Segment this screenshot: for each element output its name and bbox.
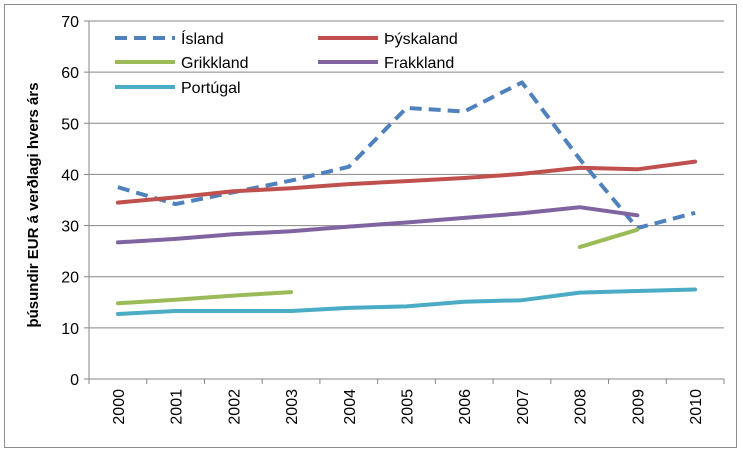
x-tick-label: 2005 xyxy=(400,389,417,425)
data-point xyxy=(231,309,235,313)
data-point xyxy=(289,186,293,190)
data-point xyxy=(289,309,293,313)
data-point xyxy=(231,232,235,236)
x-tick-label: 2010 xyxy=(688,389,705,425)
data-point xyxy=(578,157,582,161)
data-point xyxy=(116,312,120,316)
series-lines xyxy=(115,80,698,316)
data-point xyxy=(231,294,235,298)
legend-label: Ísland xyxy=(181,29,224,48)
x-tick-label: 2000 xyxy=(111,389,128,425)
y-tick-labels: 0 10 20 30 40 50 60 70 xyxy=(61,14,89,389)
series-line-2 xyxy=(577,227,640,250)
data-point xyxy=(405,179,409,183)
data-point xyxy=(635,289,639,293)
data-point xyxy=(462,216,466,220)
data-point xyxy=(635,213,639,217)
data-point xyxy=(116,201,120,205)
y-axis-title: þúsundir EUR á verðlagi hvers árs xyxy=(25,82,42,327)
series-line-4 xyxy=(115,287,698,316)
data-point xyxy=(578,291,582,295)
data-point xyxy=(520,172,524,176)
x-tick-label: 2009 xyxy=(630,389,647,425)
y-tick-label: 40 xyxy=(61,167,79,184)
y-tick-label: 70 xyxy=(61,14,79,31)
y-tick-label: 10 xyxy=(61,321,79,338)
x-tick-label: 2002 xyxy=(226,389,243,425)
y-tick-label: 60 xyxy=(61,65,79,82)
data-point xyxy=(174,309,178,313)
data-point xyxy=(116,185,120,189)
data-point xyxy=(693,160,697,164)
data-point xyxy=(174,237,178,241)
data-point xyxy=(462,110,466,114)
y-tick-label: 30 xyxy=(61,219,79,236)
x-tick-label: 2001 xyxy=(169,389,186,425)
data-point xyxy=(289,290,293,294)
x-tick-label: 2003 xyxy=(284,389,301,425)
data-point xyxy=(405,304,409,308)
legend-label: Frakkland xyxy=(384,55,454,72)
y-tick-label: 50 xyxy=(61,116,79,133)
data-point xyxy=(578,245,582,249)
data-point xyxy=(116,240,120,244)
data-point xyxy=(174,202,178,206)
y-tick-label: 20 xyxy=(61,270,79,287)
data-point xyxy=(231,189,235,193)
data-point xyxy=(116,301,120,305)
data-point xyxy=(635,167,639,171)
x-tick-label: 2008 xyxy=(573,389,590,425)
data-point xyxy=(578,205,582,209)
data-point xyxy=(405,221,409,225)
data-point xyxy=(405,106,409,110)
x-tick-label: 2004 xyxy=(342,389,359,425)
data-point xyxy=(520,211,524,215)
series-line-1 xyxy=(115,159,698,205)
data-point xyxy=(347,306,351,310)
data-point xyxy=(347,225,351,229)
data-point xyxy=(462,300,466,304)
data-point xyxy=(174,195,178,199)
data-point xyxy=(635,228,639,232)
gridlines xyxy=(89,20,724,329)
data-point xyxy=(347,165,351,169)
data-point xyxy=(347,182,351,186)
data-point xyxy=(693,288,697,292)
x-tick-labels: 2000 2001 2002 2003 2004 2005 2006 2007 2008 2009… xyxy=(88,379,725,425)
axes xyxy=(88,21,724,380)
series-line-0 xyxy=(117,80,696,231)
y-tick-label: 0 xyxy=(70,372,79,389)
legend-label: Grikkland xyxy=(181,55,249,72)
data-point xyxy=(578,166,582,170)
series-line-3 xyxy=(115,205,640,245)
data-point xyxy=(289,229,293,233)
legend-label: Þýskaland xyxy=(384,31,458,48)
data-point xyxy=(289,179,293,183)
data-point xyxy=(520,298,524,302)
series-line-2 xyxy=(115,290,293,306)
x-tick-label: 2006 xyxy=(457,389,474,425)
x-tick-label: 2007 xyxy=(515,389,532,425)
data-point xyxy=(174,298,178,302)
legend-label: Portúgal xyxy=(181,80,241,97)
data-point xyxy=(520,80,524,84)
data-point xyxy=(693,211,697,215)
legend: Ísland Þýskaland Grikkland Frakkland Portúga… xyxy=(115,29,458,97)
data-point xyxy=(462,176,466,180)
